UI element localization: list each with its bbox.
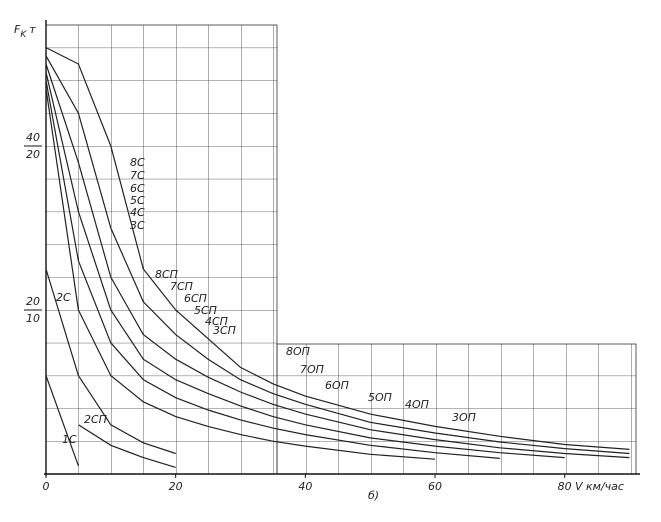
curve <box>78 424 176 468</box>
x-tick-label: 60 <box>428 480 442 493</box>
curve-annotation: 8ОП <box>286 345 310 358</box>
curve <box>45 63 630 459</box>
curve-annotation: 6ОП <box>325 379 349 392</box>
grid-lower <box>276 343 637 475</box>
curve-label: 4С <box>130 206 145 219</box>
y-axis-label: FK т <box>14 23 36 40</box>
curve <box>45 72 565 459</box>
curve-label: 1С <box>62 433 77 446</box>
y2-tick-label: 20 <box>26 148 40 161</box>
y-label: F <box>14 23 21 36</box>
curve <box>45 80 500 459</box>
curve-label: 3С <box>130 219 145 232</box>
caption: б) <box>368 489 379 502</box>
curve-label: 7С <box>130 169 145 182</box>
curve-annotation: 8СП <box>155 268 178 281</box>
curve-annotation: 7ОП <box>300 363 324 376</box>
curve-annotation: 3ОП <box>452 411 476 424</box>
y2-tick-label: 10 <box>26 312 40 325</box>
curve <box>45 375 79 467</box>
y-tick-label: 20 <box>26 295 40 308</box>
x-tick-label: 0 <box>43 480 50 493</box>
curve-label: 2СП <box>84 413 107 426</box>
curve-annotation: 4ОП <box>405 398 429 411</box>
curve-annotation: 7СП <box>170 280 193 293</box>
curve-annotation: 4СП <box>205 315 228 328</box>
y-label-sub: K <box>20 30 27 40</box>
x-tick-label: 40 <box>298 480 312 493</box>
y-unit: т <box>29 23 36 36</box>
curve <box>45 55 630 455</box>
curve <box>45 88 436 460</box>
curve-annotation: 5ОП <box>368 391 392 404</box>
grid-upper <box>45 24 278 475</box>
curve-annotation: 6СП <box>184 292 207 305</box>
curve-label: 2С <box>56 291 71 304</box>
curve-label: 6С <box>130 182 145 195</box>
x-axis-label: V км/час <box>575 480 624 493</box>
curve <box>45 47 630 450</box>
curve-label: 8С <box>130 156 145 169</box>
curve-annotation: 5СП <box>194 304 217 317</box>
y-tick-label: 40 <box>26 131 40 144</box>
x-tick-label: 80 <box>558 480 572 493</box>
curve-annotation: 3СП <box>213 324 236 337</box>
x-tick-label: 20 <box>169 480 183 493</box>
curve-label: 5С <box>130 194 145 207</box>
curve <box>45 268 176 455</box>
